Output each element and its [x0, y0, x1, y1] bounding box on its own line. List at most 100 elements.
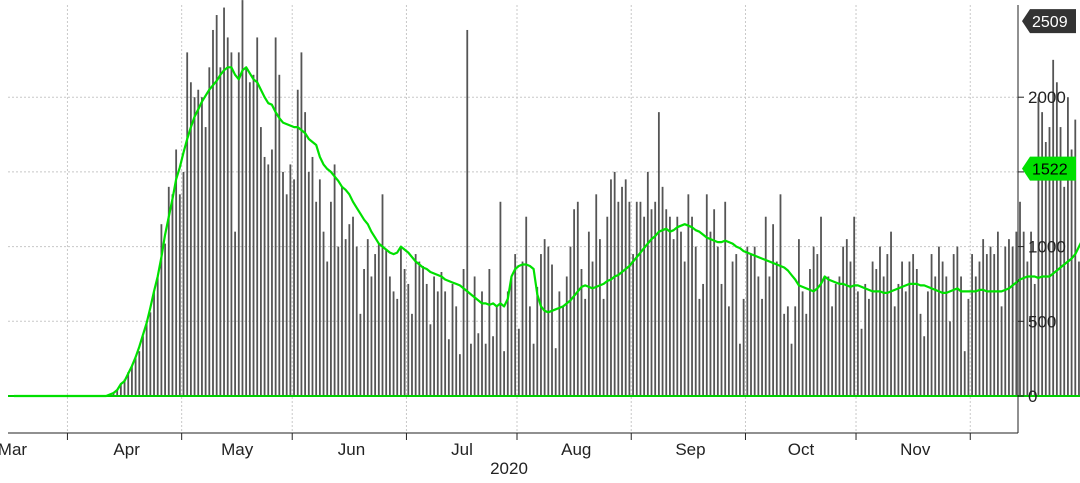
bar	[1022, 231, 1025, 396]
bar	[654, 201, 657, 396]
bar	[175, 149, 178, 396]
bar	[1041, 112, 1044, 396]
bar	[783, 313, 786, 396]
bar	[871, 261, 874, 396]
bar	[341, 186, 343, 396]
bar	[768, 276, 771, 396]
axes-layer	[8, 5, 1024, 440]
bar	[153, 291, 155, 396]
bar	[820, 216, 822, 396]
bar	[823, 276, 826, 396]
bar	[289, 164, 292, 396]
bar	[1030, 231, 1032, 396]
bar	[856, 291, 859, 396]
bar	[263, 156, 266, 396]
bar	[138, 351, 141, 396]
bar	[989, 246, 992, 396]
bar	[971, 254, 973, 396]
bar	[746, 246, 749, 396]
bar	[576, 201, 579, 396]
bar	[514, 254, 517, 396]
bar	[119, 384, 122, 396]
bar	[370, 276, 373, 396]
bar	[223, 7, 225, 397]
bar	[274, 37, 277, 396]
bar	[908, 261, 911, 396]
badge-text: 2509	[1032, 14, 1068, 31]
bar	[919, 313, 922, 396]
x-tick-label: Nov	[900, 440, 931, 459]
bar	[757, 276, 760, 396]
bar	[278, 74, 281, 396]
bar	[617, 201, 620, 396]
bar	[805, 313, 808, 396]
bar	[267, 164, 270, 396]
bar	[422, 266, 424, 396]
bar	[149, 312, 152, 396]
bar	[643, 216, 646, 396]
bar	[156, 276, 159, 396]
bar	[1052, 59, 1055, 396]
bar	[208, 67, 211, 396]
bar	[355, 246, 358, 396]
bar	[595, 194, 598, 396]
bar	[842, 246, 845, 396]
y-tick-label: 1000	[1028, 238, 1066, 257]
bar	[772, 224, 775, 396]
bar	[610, 179, 612, 396]
bar	[510, 276, 513, 396]
bar	[569, 246, 572, 396]
x-tick-label: Jun	[338, 440, 365, 459]
bar	[359, 313, 362, 396]
bar	[259, 127, 262, 396]
bar	[978, 261, 981, 396]
bar	[1004, 246, 1007, 396]
bar	[271, 149, 273, 396]
bar	[672, 239, 675, 396]
bar	[632, 254, 634, 396]
bar	[554, 348, 557, 396]
bar	[123, 379, 126, 396]
x-axis-year-label: 2020	[490, 459, 528, 478]
bar	[186, 52, 189, 396]
bar	[761, 298, 763, 396]
bar	[912, 254, 915, 396]
bar	[311, 156, 314, 396]
bar	[1074, 119, 1077, 397]
bar	[580, 269, 583, 396]
bar	[503, 351, 506, 396]
bar	[599, 239, 601, 396]
bar	[517, 328, 520, 396]
bar	[145, 321, 148, 396]
bar	[326, 261, 329, 396]
bar	[879, 246, 881, 396]
bar	[1067, 97, 1069, 396]
bars-layer	[108, 0, 1080, 397]
bar	[204, 127, 207, 396]
bar	[330, 201, 332, 396]
bar	[949, 321, 951, 396]
bar	[252, 74, 255, 396]
bar	[142, 336, 144, 396]
bar	[750, 254, 752, 396]
bar	[529, 306, 531, 396]
bar	[886, 254, 889, 396]
bar	[882, 276, 885, 396]
bar	[831, 306, 833, 396]
bar	[838, 276, 841, 396]
bar	[429, 324, 432, 396]
badge-shape	[1022, 9, 1076, 34]
bar	[532, 343, 535, 396]
bar	[742, 298, 745, 396]
bar	[639, 201, 642, 396]
bar	[337, 246, 340, 396]
bar	[1000, 306, 1003, 396]
bar	[374, 254, 377, 396]
bar	[982, 239, 985, 396]
bar	[713, 209, 716, 396]
bar	[930, 254, 933, 396]
bar	[809, 269, 811, 396]
bar	[318, 179, 321, 396]
y-tick-label: 2000	[1028, 88, 1066, 107]
